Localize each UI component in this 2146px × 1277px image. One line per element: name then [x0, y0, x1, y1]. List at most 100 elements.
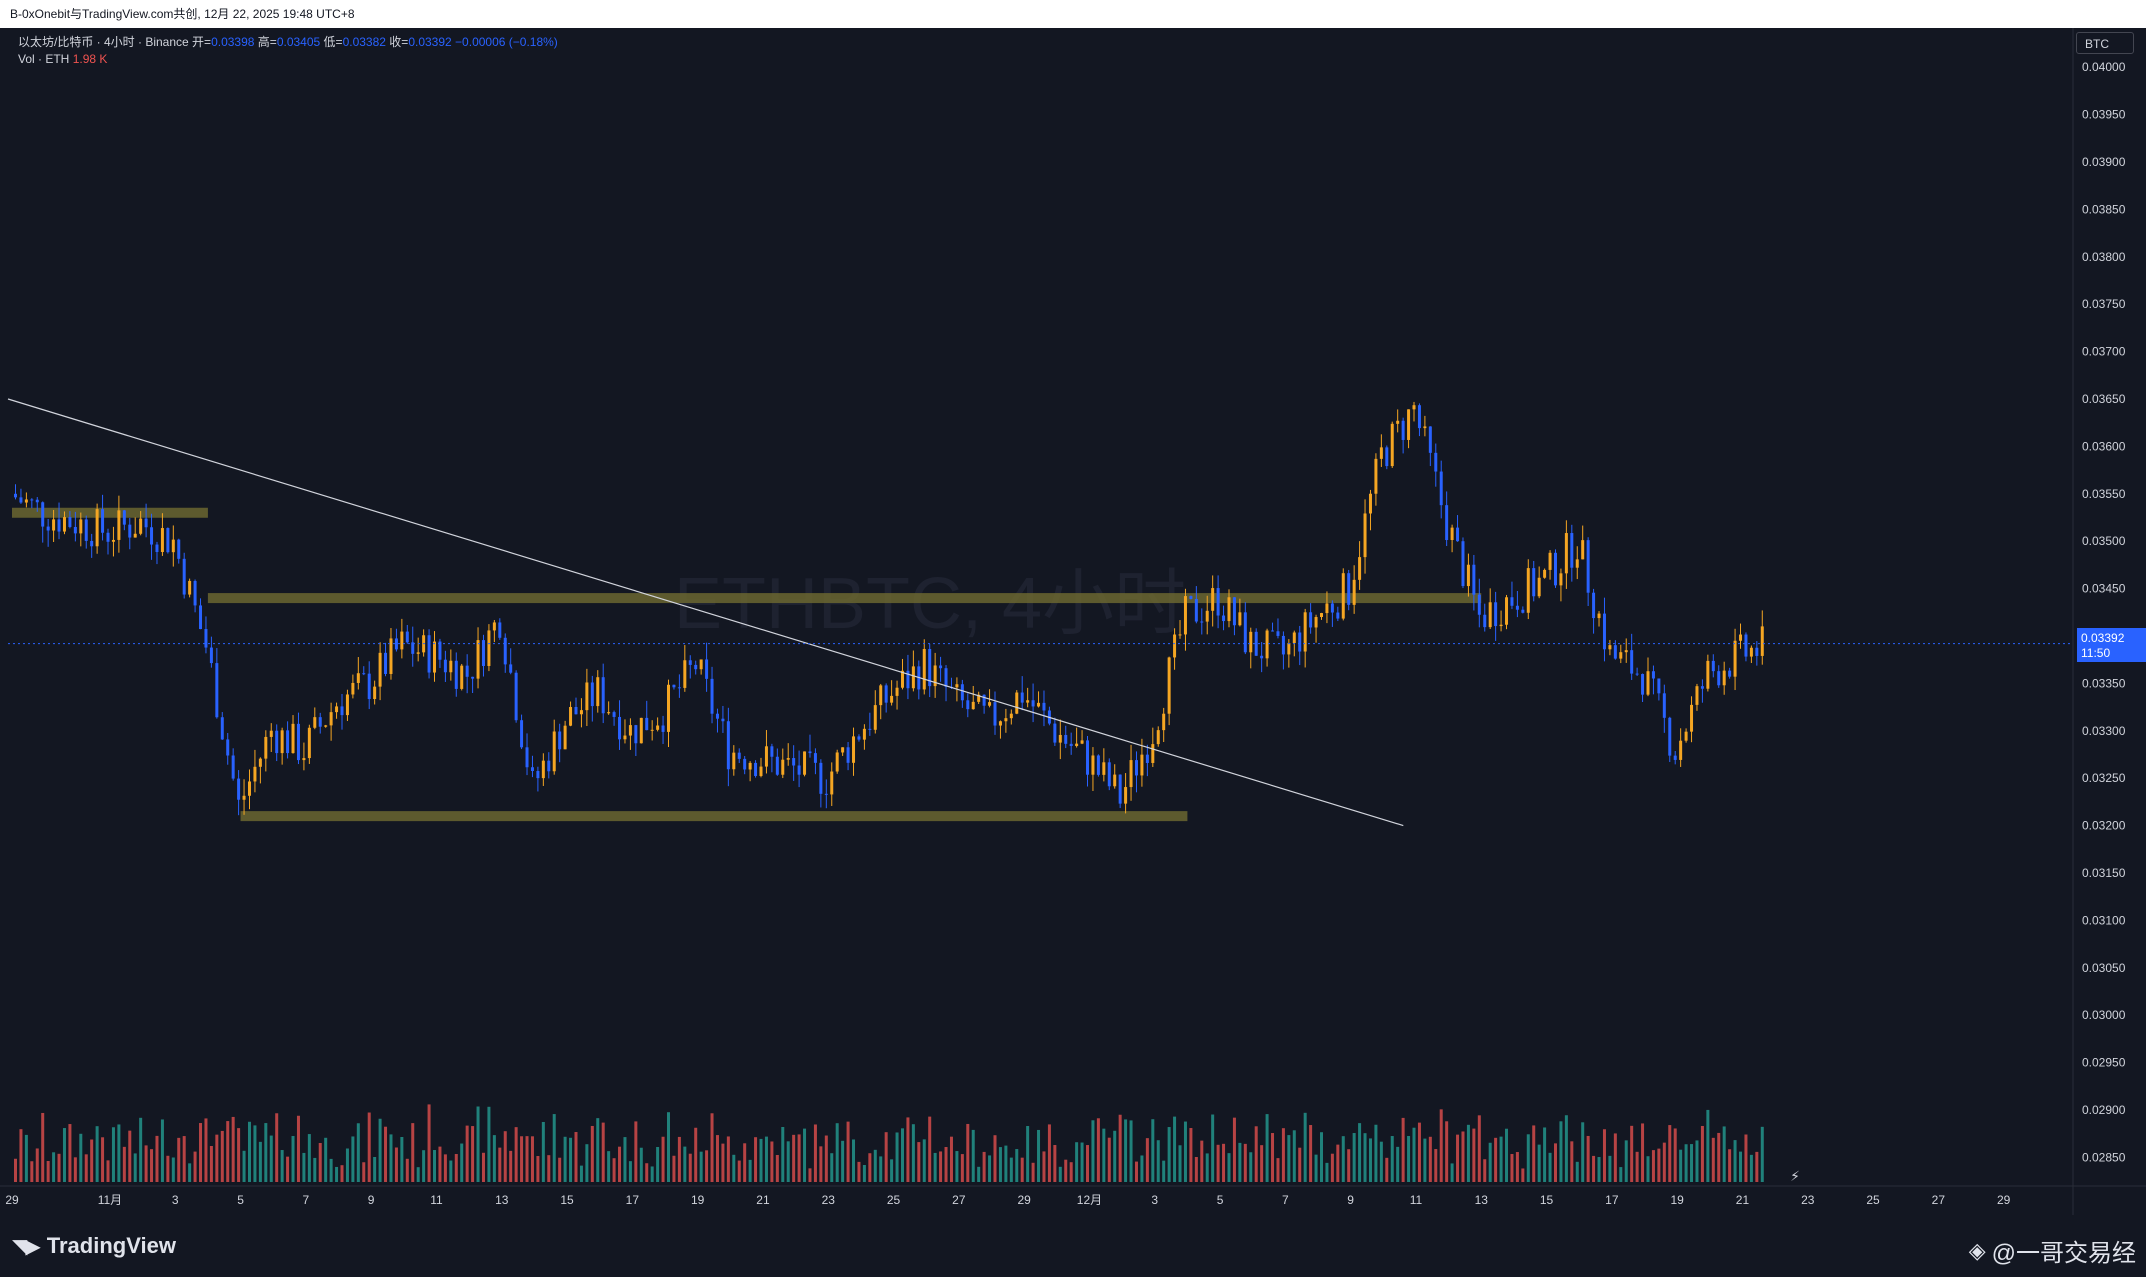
price-axis-tick: 0.03450: [2082, 582, 2126, 596]
chart-area[interactable]: ETHBTC, 4小时 0.04000 0.03950 0.03900 0.03850 0…: [0, 28, 2146, 1215]
candle-body: [1673, 755, 1677, 760]
candle-body: [1216, 588, 1220, 616]
candle-body: [1695, 686, 1699, 705]
volume-bar: [868, 1153, 872, 1182]
candle-body: [1515, 605, 1519, 610]
candle-body: [971, 701, 975, 710]
candle-body: [830, 771, 834, 795]
volume-bar: [1249, 1152, 1253, 1182]
legend-low-value: 0.03382: [342, 35, 386, 49]
candle-body: [253, 766, 257, 782]
candle-body: [1107, 762, 1111, 787]
candle-body: [759, 766, 763, 776]
price-axis-tick: 0.04000: [2082, 60, 2126, 74]
volume-bar: [1630, 1125, 1634, 1182]
volume-bar: [764, 1136, 768, 1182]
volume-bar: [1151, 1119, 1155, 1182]
volume-bar: [356, 1123, 360, 1182]
volume-bar: [1276, 1158, 1280, 1182]
volume-bar: [928, 1116, 932, 1182]
volume-bar: [1575, 1161, 1579, 1182]
volume-bar: [1412, 1127, 1416, 1182]
price-axis-tick: 0.03950: [2082, 108, 2126, 122]
candle-body: [307, 727, 311, 759]
candle-body: [1733, 640, 1737, 677]
volume-bar: [1570, 1141, 1574, 1182]
volume-bar: [1194, 1157, 1198, 1182]
volume-bar: [770, 1141, 774, 1182]
volume-bar: [1684, 1144, 1688, 1182]
volume-bar: [1358, 1123, 1362, 1182]
candle-body: [813, 753, 817, 763]
volume-bar: [1679, 1149, 1683, 1182]
volume-bar: [1298, 1147, 1302, 1182]
candle-body: [803, 751, 807, 775]
candle-body: [400, 631, 404, 650]
candle-body: [1145, 754, 1149, 763]
candle-body: [1015, 692, 1019, 714]
candle-body: [1592, 592, 1596, 619]
candle-body: [427, 635, 431, 673]
volume-bar: [1216, 1144, 1220, 1182]
volume-bar: [416, 1167, 420, 1182]
price-chart[interactable]: ETHBTC, 4小时 0.04000 0.03950 0.03900 0.03850 0…: [0, 28, 2146, 1215]
candle-body: [775, 756, 779, 775]
candle-body: [204, 629, 208, 648]
volume-bar: [748, 1159, 752, 1182]
price-axis-tick: 0.03200: [2082, 819, 2126, 833]
candle-body: [661, 725, 665, 732]
candle-body: [623, 735, 627, 740]
candle-body: [296, 723, 300, 761]
volume-bar: [884, 1132, 888, 1182]
candle-body: [139, 518, 143, 534]
candle-body: [715, 713, 719, 719]
volume-bar: [231, 1116, 235, 1182]
candle-body: [35, 499, 39, 503]
volume-bar: [1281, 1128, 1285, 1182]
candle-body: [433, 641, 437, 673]
candle-body: [394, 638, 398, 650]
candle-body: [237, 778, 241, 800]
volume-bar: [443, 1154, 447, 1182]
volume-bar: [857, 1161, 861, 1182]
candle-body: [1488, 602, 1492, 628]
candle-body: [68, 517, 72, 527]
candle-body: [645, 717, 649, 731]
candle-body: [1581, 540, 1585, 560]
candle-body: [1189, 596, 1193, 599]
volume-bar: [1026, 1126, 1030, 1182]
price-axis-tick: 0.03150: [2082, 866, 2126, 880]
candle-body: [960, 684, 964, 701]
candle-body: [1298, 632, 1302, 652]
candle-body: [688, 660, 692, 665]
volume-bar: [1483, 1159, 1487, 1182]
candle-body: [106, 532, 110, 542]
time-axis-tick: 23: [822, 1193, 836, 1207]
candle-body: [1532, 568, 1536, 597]
candle-body: [481, 640, 485, 666]
candle-body: [389, 638, 393, 674]
volume-bar: [90, 1139, 94, 1182]
candle-body: [1401, 420, 1405, 440]
volume-bar: [122, 1146, 126, 1182]
tradingview-logo-icon: ◥▶: [12, 1235, 41, 1258]
candle-body: [933, 665, 937, 687]
currency-badge[interactable]: BTC: [2076, 32, 2134, 54]
candle-body: [993, 702, 997, 726]
candle-body: [476, 640, 480, 679]
candle-body: [335, 706, 339, 713]
volume-bar: [797, 1134, 801, 1182]
tradingview-logo[interactable]: ◥▶ TradingView: [12, 1233, 176, 1259]
candle-body: [857, 736, 861, 740]
candle-body: [1537, 577, 1541, 597]
candle-body: [1091, 755, 1095, 775]
volume-bar: [998, 1147, 1002, 1182]
candle-body: [111, 539, 115, 542]
volume-bar: [68, 1124, 72, 1182]
candle-body: [1118, 774, 1122, 804]
volume-bar: [52, 1152, 56, 1182]
volume-bar: [1690, 1144, 1694, 1182]
volume-bar: [46, 1160, 50, 1182]
candle-body: [1722, 670, 1726, 686]
candle-body: [944, 668, 948, 687]
